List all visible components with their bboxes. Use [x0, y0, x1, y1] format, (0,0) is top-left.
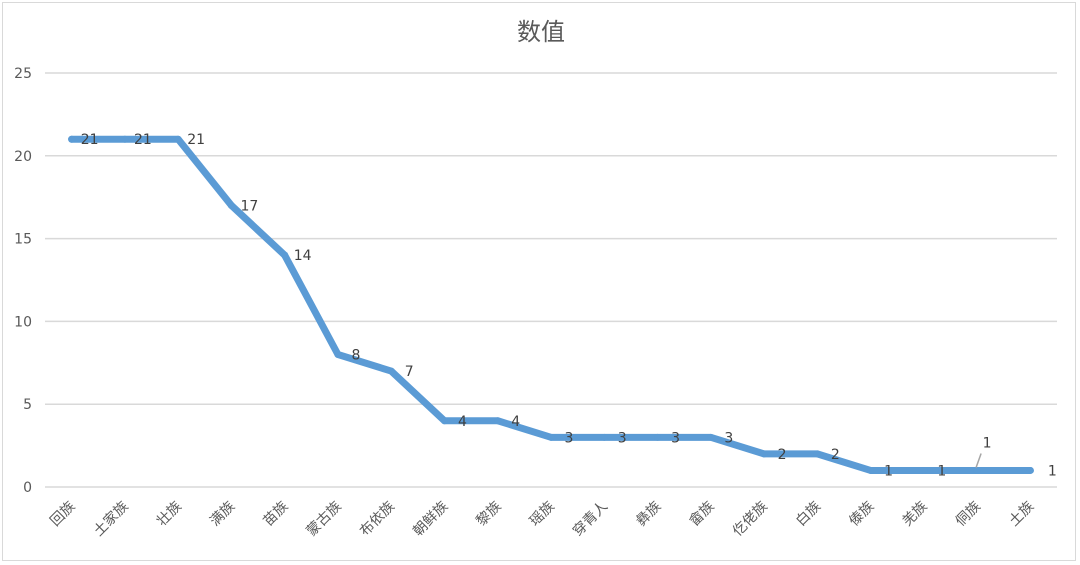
- data-point: [387, 367, 395, 375]
- x-axis-ticks: 回族 土家族 壮族 满族 苗族 蒙古族 布依族 朝鲜族 黎族 瑶族 穿青人 彝族 畲族 仡佬族 白族 傣族 羌族…: [47, 498, 1037, 540]
- data-point: [813, 450, 821, 458]
- x-tick-label: 傣族: [846, 499, 877, 530]
- series-layer: [68, 135, 1034, 474]
- y-tick-label: 0: [23, 480, 32, 496]
- data-point: [600, 433, 608, 441]
- data-point: [174, 135, 182, 143]
- data-point: [760, 450, 768, 458]
- data-label: 1: [937, 463, 946, 479]
- data-label: 14: [294, 248, 312, 264]
- data-point: [867, 466, 875, 474]
- data-label-leader: [975, 453, 982, 468]
- x-tick-label: 苗族: [260, 499, 291, 530]
- series-line: [68, 135, 1034, 474]
- data-point: [920, 466, 928, 474]
- data-label: 3: [618, 430, 627, 446]
- data-label: 17: [241, 198, 259, 214]
- x-tick-label: 布依族: [357, 499, 398, 540]
- x-tick-label: 白族: [793, 499, 824, 530]
- data-point: [227, 201, 235, 209]
- x-tick-label: 土族: [1006, 499, 1037, 530]
- data-label: 21: [134, 132, 152, 148]
- data-label: 7: [405, 364, 414, 380]
- x-tick-label: 穿青人: [570, 499, 611, 540]
- data-point: [334, 351, 342, 359]
- data-label: 2: [831, 447, 840, 463]
- y-tick-label: 25: [14, 66, 32, 82]
- gridlines: [45, 72, 1057, 488]
- data-label: 3: [724, 430, 733, 446]
- data-point: [121, 135, 129, 143]
- data-label: 2: [778, 447, 787, 463]
- x-tick-label: 壮族: [154, 499, 185, 530]
- data-point: [654, 433, 662, 441]
- x-tick-label: 瑶族: [527, 499, 558, 530]
- data-point: [68, 135, 76, 143]
- data-point: [707, 433, 715, 441]
- data-label: 4: [511, 414, 520, 430]
- chart-title: 数值: [517, 18, 565, 46]
- data-label: 8: [351, 348, 360, 364]
- data-point: [1026, 466, 1034, 474]
- line-chart: 数值 0 5 10 15 20 25 回族 土家族 壮族 满族 苗族 蒙古族 布依族 朝鲜族 黎族 瑶族 穿青…: [14, 18, 1057, 540]
- x-tick-label: 黎族: [473, 499, 504, 530]
- x-tick-label: 朝鲜族: [410, 499, 451, 540]
- x-tick-label: 满族: [207, 499, 238, 530]
- x-tick-label: 土家族: [90, 498, 132, 540]
- data-point: [973, 466, 981, 474]
- x-tick-label: 仡佬族: [730, 499, 771, 540]
- y-tick-label: 15: [14, 232, 32, 248]
- data-label: 21: [81, 132, 99, 148]
- x-tick-label: 畲族: [686, 498, 718, 530]
- x-tick-label: 蒙古族: [304, 499, 345, 540]
- data-point: [281, 251, 289, 259]
- x-tick-label: 侗族: [953, 499, 984, 530]
- y-tick-label: 20: [14, 149, 32, 165]
- data-label: 3: [565, 430, 574, 446]
- x-tick-label: 彝族: [633, 499, 664, 530]
- data-label: 1: [1048, 463, 1057, 479]
- data-label: 1: [983, 435, 992, 451]
- data-label: 1: [884, 463, 893, 479]
- y-axis-ticks: 0 5 10 15 20 25: [14, 66, 32, 496]
- y-tick-label: 5: [23, 397, 32, 413]
- x-tick-label: 羌族: [900, 499, 931, 530]
- data-point: [547, 433, 555, 441]
- x-tick-label: 回族: [47, 499, 78, 530]
- y-tick-label: 10: [14, 314, 32, 330]
- data-label: 21: [187, 132, 205, 148]
- data-label: 3: [671, 430, 680, 446]
- data-point: [440, 417, 448, 425]
- data-point: [494, 417, 502, 425]
- data-label: 4: [458, 414, 467, 430]
